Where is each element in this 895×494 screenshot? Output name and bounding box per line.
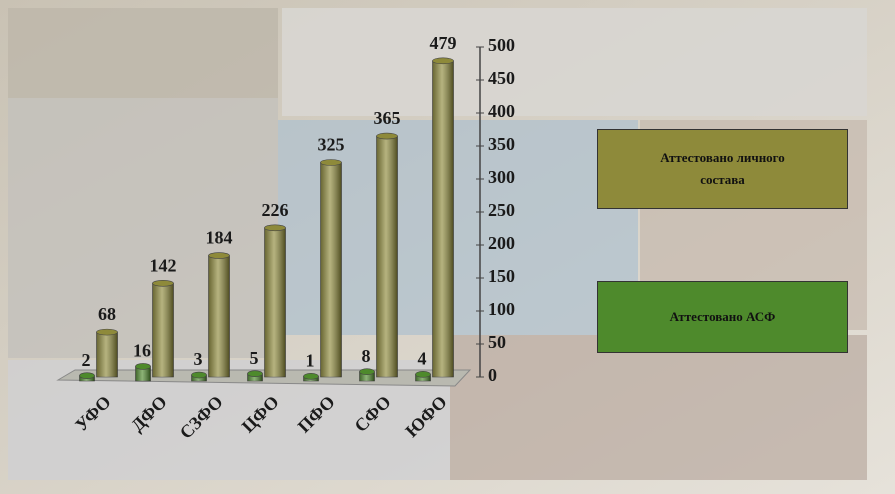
bar-shade [247, 373, 263, 381]
value-label: 16 [133, 341, 151, 361]
bar-shade [415, 374, 431, 381]
bar-top [208, 252, 230, 259]
y-tick-label: 300 [488, 167, 515, 187]
y-tick-label: 350 [488, 134, 515, 154]
y-tick-label: 250 [488, 200, 515, 220]
bar-top [432, 57, 454, 65]
bar-top [415, 371, 431, 378]
value-label: 4 [418, 348, 427, 368]
bar-shade [96, 332, 118, 377]
value-label: 365 [374, 108, 401, 128]
bar-shade [264, 227, 286, 377]
bar-top [247, 370, 263, 378]
bar-top [359, 368, 375, 376]
photo [450, 335, 867, 480]
value-label: 2 [82, 350, 91, 370]
photo [282, 8, 867, 116]
bar-top [135, 363, 151, 370]
y-tick-label: 200 [488, 233, 515, 253]
value-label: 184 [206, 228, 233, 248]
value-label: 226 [262, 200, 289, 220]
bar-shade [359, 371, 375, 381]
photo [8, 8, 278, 98]
bar-top [152, 279, 174, 287]
value-label: 1 [306, 350, 315, 370]
bar-top [303, 373, 319, 380]
value-label: 142 [150, 255, 177, 275]
bar-shade [152, 283, 174, 377]
photo [8, 98, 278, 358]
bar-shade [135, 366, 151, 381]
bar-shade [208, 255, 230, 377]
bar-top [264, 224, 286, 232]
value-label: 5 [250, 348, 259, 368]
legend-entry: Аттестовано личного состава [597, 129, 848, 209]
value-label: 68 [98, 304, 116, 324]
value-label: 479 [430, 33, 457, 53]
y-tick-label: 450 [488, 68, 515, 88]
bar-shade [376, 136, 398, 377]
bar-top [79, 372, 95, 379]
bar-top [376, 132, 398, 140]
bar-top [191, 371, 207, 379]
y-tick-label: 0 [488, 365, 497, 385]
value-label: 3 [194, 349, 203, 369]
y-tick-label: 400 [488, 101, 515, 121]
y-tick-label: 50 [488, 332, 506, 352]
y-tick-label: 500 [488, 35, 515, 55]
y-tick-label: 100 [488, 299, 515, 319]
bar-top [320, 159, 342, 166]
value-label: 8 [362, 346, 371, 366]
bar-shade [320, 162, 342, 377]
bar-top [96, 328, 118, 336]
value-label: 325 [318, 135, 345, 155]
bar-shade [432, 60, 454, 378]
y-tick-label: 150 [488, 266, 515, 286]
legend-entry: Аттестовано АСФ [597, 281, 848, 353]
